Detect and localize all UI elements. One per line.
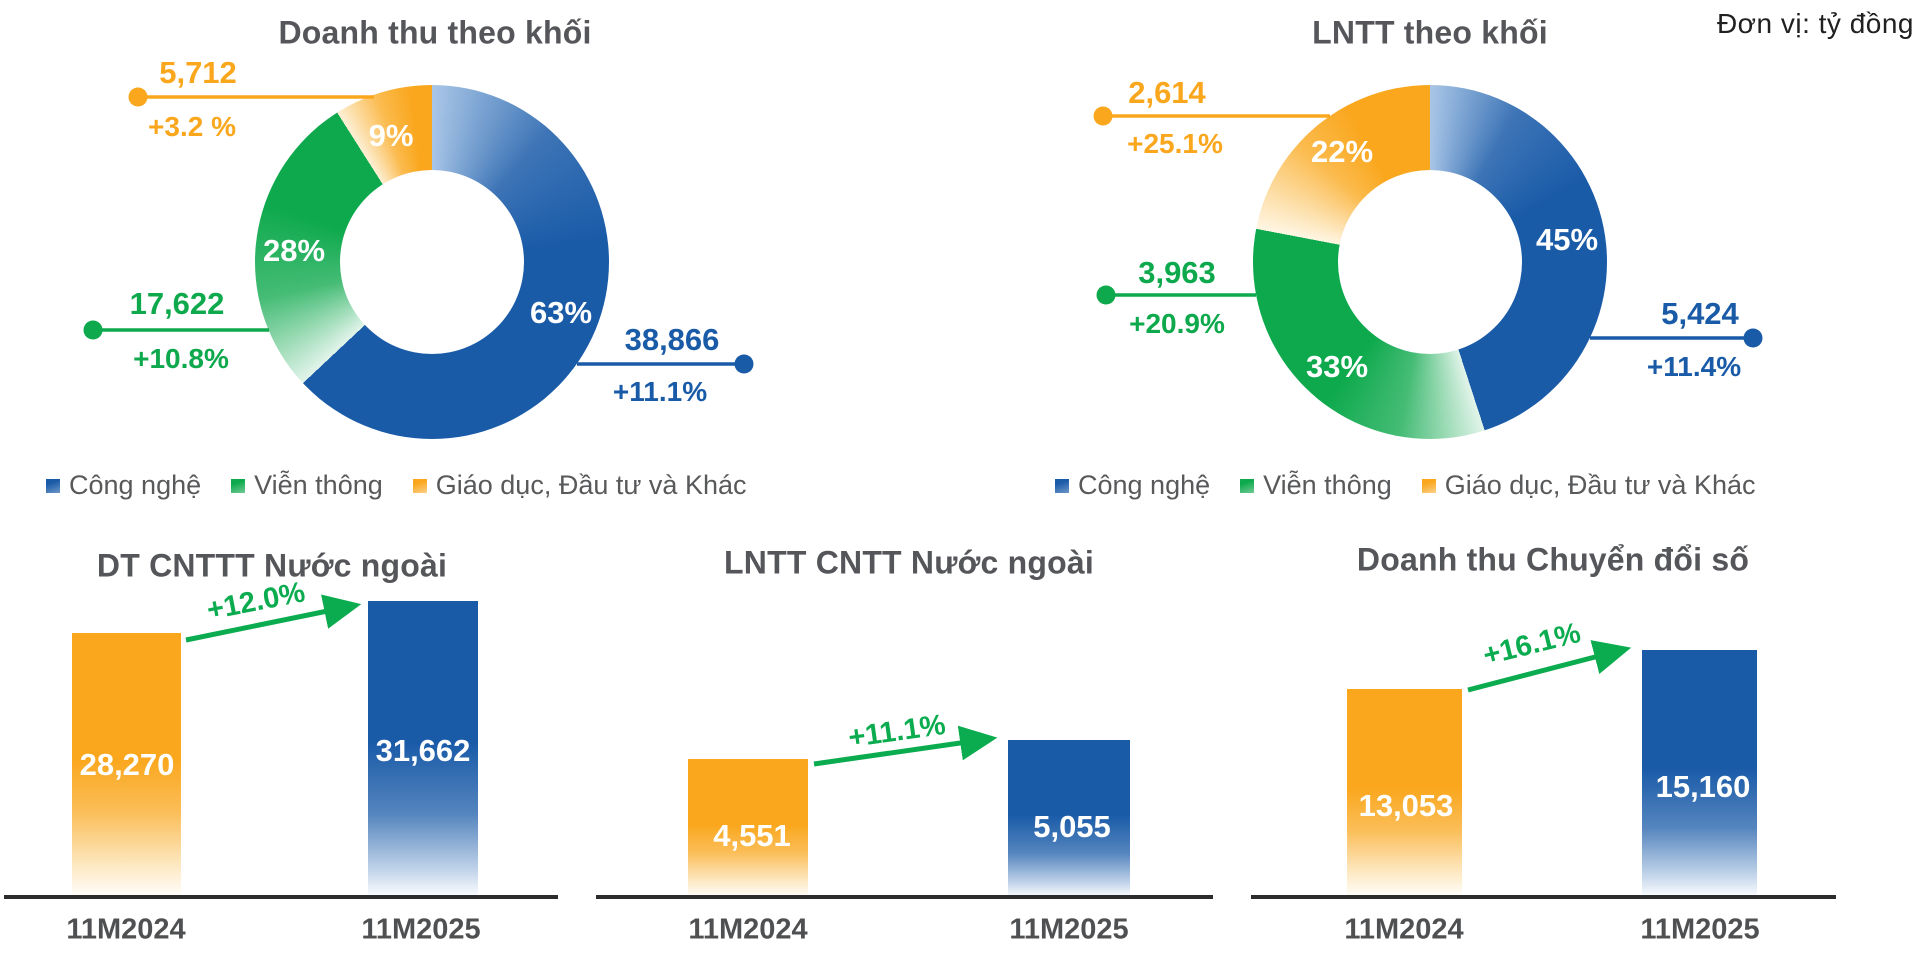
- legend-item-education: Giáo dục, Đầu tư và Khác: [412, 470, 747, 501]
- donut-revenue-pct-technology: 63%: [529, 295, 593, 330]
- legend-label-technology: Công nghệ: [1078, 470, 1211, 500]
- bar-it-profit-value-2025: 5,055: [1033, 809, 1111, 844]
- donut-profit-chart: 22% 45% 33%: [1253, 85, 1607, 439]
- bar-it-revenue-11m2024: [72, 633, 181, 897]
- bar-it-profit-11m2024: [688, 759, 808, 897]
- legend-item-telecom: Viễn thông: [1240, 470, 1392, 501]
- donut-profit-title: LNTT theo khối: [1312, 14, 1548, 51]
- bar-dx-revenue-value-2025: 15,160: [1655, 769, 1751, 804]
- revenue-education-value: 5,712: [159, 55, 237, 90]
- bar-dx-revenue-axis: [1251, 895, 1836, 899]
- legend-item-telecom: Viễn thông: [231, 470, 383, 501]
- donut-profit-pct-technology: 45%: [1535, 222, 1599, 257]
- bar-it-revenue-axis: [4, 895, 558, 899]
- profit-telecom-value: 3,963: [1138, 255, 1216, 290]
- bar-dx-revenue-11m2025: [1642, 650, 1757, 897]
- legend-label-telecom: Viễn thông: [254, 470, 383, 500]
- revenue-telecom-growth: +10.8%: [133, 343, 229, 374]
- bar-dx-revenue-tick-2025: 11M2025: [1640, 913, 1760, 946]
- profit-education-value: 2,614: [1128, 75, 1206, 110]
- revenue-education-dot-icon: [128, 87, 148, 107]
- bar-dx-revenue-title: Doanh thu Chuyển đổi số: [1356, 541, 1750, 578]
- donut-revenue-title: Doanh thu theo khối: [278, 14, 592, 51]
- bar-it-revenue-tick-2024: 11M2024: [66, 913, 186, 946]
- donut-revenue-pct-education: 9%: [368, 118, 414, 153]
- profit-education-dot-icon: [1093, 106, 1113, 126]
- revenue-technology-dot-icon: [734, 354, 754, 374]
- donut-profit-pct-education: 22%: [1310, 134, 1374, 169]
- bar-dx-revenue-value-2024: 13,053: [1358, 788, 1454, 823]
- bar-it-profit-11m2025: [1008, 740, 1130, 897]
- education-swatch-icon: [412, 478, 427, 493]
- legend-label-technology: Công nghệ: [69, 470, 202, 500]
- bar-dx-revenue-growth: +16.1%: [1479, 616, 1584, 673]
- revenue-education-growth: +3.2 %: [148, 111, 236, 142]
- bar-it-profit-growth: +11.1%: [846, 708, 948, 755]
- legend-label-education: Giáo dục, Đầu tư và Khác: [1444, 470, 1756, 500]
- legend-label-telecom: Viễn thông: [1263, 470, 1392, 500]
- profit-education-growth: +25.1%: [1127, 128, 1223, 159]
- bar-dx-revenue-11m2024: [1347, 689, 1462, 897]
- profit-technology-dot-icon: [1743, 328, 1763, 348]
- bar-it-revenue-11m2025: [368, 601, 478, 897]
- legend-label-education: Giáo dục, Đầu tư và Khác: [435, 470, 747, 500]
- revenue-telecom-value: 17,622: [129, 286, 225, 321]
- legend-item-technology: Công nghệ: [46, 470, 201, 501]
- bar-it-revenue-value-2025: 31,662: [375, 733, 471, 768]
- bar-it-revenue-title: DT CNTTT Nước ngoài: [96, 547, 448, 584]
- bar-it-revenue-value-2024: 28,270: [79, 747, 175, 782]
- technology-swatch-icon: [1055, 478, 1069, 493]
- legend-profit: Công nghệ Viễn thông Giáo dục, Đầu tư và…: [1055, 470, 1756, 501]
- bar-it-profit-value-2024: 4,551: [713, 818, 791, 853]
- profit-telecom-growth: +20.9%: [1129, 308, 1225, 339]
- bar-it-profit-title: LNTT CNTT Nước ngoài: [724, 544, 1094, 581]
- bar-dx-revenue-tick-2024: 11M2024: [1344, 913, 1464, 946]
- technology-swatch-icon: [46, 478, 60, 493]
- revenue-technology-growth: +11.1%: [612, 376, 708, 407]
- donut-revenue-chart: 9% 28% 63%: [255, 85, 609, 439]
- legend-item-technology: Công nghệ: [1055, 470, 1210, 501]
- education-swatch-icon: [1421, 478, 1436, 493]
- legend-revenue: Công nghệ Viễn thông Giáo dục, Đầu tư và…: [46, 470, 747, 501]
- bar-it-profit-tick-2024: 11M2024: [688, 913, 808, 946]
- profit-telecom-dot-icon: [1096, 285, 1116, 305]
- telecom-swatch-icon: [231, 478, 246, 493]
- profit-technology-growth: +11.4%: [1646, 351, 1742, 382]
- donut-profit-hole: [1338, 170, 1522, 354]
- telecom-swatch-icon: [1240, 478, 1255, 493]
- bar-it-profit-tick-2025: 11M2025: [1009, 913, 1129, 946]
- donut-revenue-pct-telecom: 28%: [262, 233, 326, 268]
- legend-item-education: Giáo dục, Đầu tư và Khác: [1421, 470, 1756, 501]
- donut-profit-pct-telecom: 33%: [1305, 349, 1369, 384]
- donut-revenue-hole: [340, 170, 524, 354]
- unit-label: Đơn vị: tỷ đồng: [1716, 8, 1914, 39]
- bar-it-profit-axis: [596, 895, 1213, 899]
- bar-it-revenue-tick-2025: 11M2025: [361, 913, 481, 946]
- revenue-technology-value: 38,866: [624, 322, 720, 357]
- revenue-telecom-dot-icon: [83, 320, 103, 340]
- profit-technology-value: 5,424: [1661, 296, 1739, 331]
